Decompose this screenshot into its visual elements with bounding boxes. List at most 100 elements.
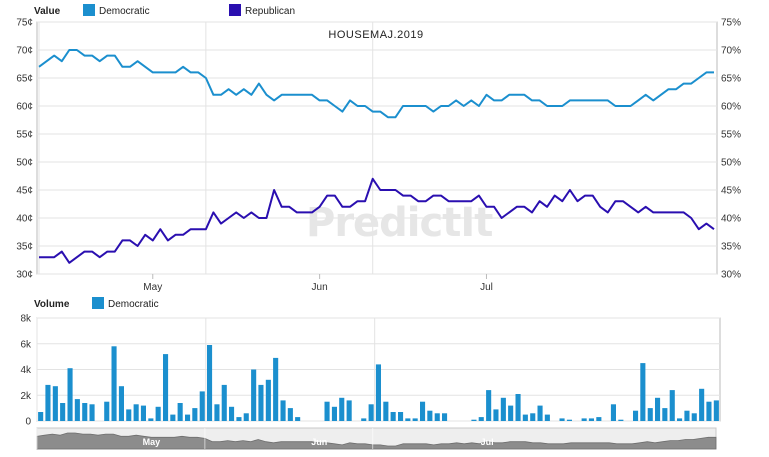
volume-chart-axes: 0 2k 4k 6k 8k	[20, 314, 32, 428]
volume-bar[interactable]	[655, 397, 661, 421]
volume-bar[interactable]	[346, 400, 352, 421]
volume-bar[interactable]	[442, 413, 448, 421]
volume-bar[interactable]	[588, 418, 594, 421]
volume-bar[interactable]	[170, 414, 176, 421]
volume-bar[interactable]	[229, 406, 235, 421]
volume-bar[interactable]	[596, 417, 602, 421]
volume-bar[interactable]	[427, 410, 433, 421]
volume-bar[interactable]	[691, 413, 697, 421]
volume-bar[interactable]	[199, 391, 205, 421]
volume-bar[interactable]	[287, 408, 293, 421]
legend-democratic-label[interactable]: Democratic	[99, 6, 150, 17]
volume-bar[interactable]	[633, 410, 639, 421]
volume-bar[interactable]	[163, 354, 169, 421]
volume-bar[interactable]	[295, 417, 301, 421]
legend-volume-democratic-label[interactable]: Democratic	[108, 299, 159, 310]
legend-republican-label[interactable]: Republican	[245, 6, 295, 17]
volume-bar[interactable]	[544, 414, 550, 421]
volume-bar[interactable]	[500, 397, 506, 421]
volume-bar[interactable]	[89, 404, 95, 421]
value-chart-header: Value Democratic Republican	[34, 4, 295, 17]
volume-bar[interactable]	[677, 418, 683, 421]
volume-bar[interactable]	[420, 401, 426, 421]
volume-bar[interactable]	[74, 399, 80, 421]
volume-bar[interactable]	[52, 386, 58, 421]
volume-bar[interactable]	[118, 386, 124, 421]
volume-bar[interactable]	[258, 384, 264, 421]
volume-bar[interactable]	[236, 417, 242, 421]
volume-bar[interactable]	[684, 410, 690, 421]
volume-bar[interactable]	[478, 417, 484, 421]
volume-bar[interactable]	[273, 357, 279, 421]
y-tick-label-left: 60¢	[16, 102, 33, 113]
legend-democratic-swatch[interactable]	[83, 4, 95, 16]
volume-bar[interactable]	[45, 384, 51, 421]
chart-title: HOUSEMAJ.2019	[328, 29, 423, 41]
volume-bar[interactable]	[405, 418, 411, 421]
volume-bar[interactable]	[192, 408, 198, 421]
y-tick-label-right: 55%	[721, 130, 741, 141]
volume-bar[interactable]	[522, 414, 528, 421]
volume-bar[interactable]	[38, 412, 44, 421]
volume-bar[interactable]	[515, 394, 521, 421]
volume-bar[interactable]	[398, 412, 404, 421]
volume-bar[interactable]	[412, 418, 418, 421]
value-chart-grid	[36, 21, 718, 275]
volume-bar[interactable]	[669, 390, 675, 421]
volume-bar[interactable]	[140, 405, 146, 421]
volume-bar[interactable]	[383, 401, 389, 421]
volume-bar[interactable]	[566, 419, 572, 421]
volume-bar[interactable]	[699, 388, 705, 421]
volume-bar[interactable]	[221, 384, 227, 421]
volume-bar[interactable]	[339, 397, 345, 421]
volume-bar[interactable]	[361, 418, 367, 421]
volume-bar[interactable]	[662, 408, 668, 421]
volume-bar[interactable]	[493, 409, 499, 421]
y-tick-label-right: 65%	[721, 74, 741, 85]
volume-bar[interactable]	[486, 390, 492, 421]
volume-bar[interactable]	[265, 379, 271, 421]
y-tick-label-right: 60%	[721, 102, 741, 113]
volume-bar[interactable]	[324, 401, 330, 421]
range-navigator[interactable]: May Jun Jul	[36, 427, 717, 450]
volume-bar[interactable]	[133, 404, 139, 421]
legend-republican-swatch[interactable]	[229, 4, 241, 16]
volume-chart-bars	[38, 345, 719, 421]
y-tick-label-left: 65¢	[16, 74, 33, 85]
navigator-series-area	[36, 432, 717, 450]
volume-bar[interactable]	[251, 369, 257, 422]
volume-bar[interactable]	[331, 406, 337, 421]
volume-bar[interactable]	[368, 404, 374, 421]
volume-bar[interactable]	[177, 403, 183, 421]
volume-bar[interactable]	[126, 409, 132, 421]
volume-bar[interactable]	[207, 345, 213, 421]
volume-bar[interactable]	[155, 406, 161, 421]
volume-bar[interactable]	[243, 413, 249, 421]
volume-bar[interactable]	[214, 404, 220, 421]
volume-header-label: Volume	[34, 299, 70, 310]
volume-bar[interactable]	[60, 403, 66, 421]
volume-bar[interactable]	[111, 346, 117, 421]
volume-bar[interactable]	[581, 418, 587, 421]
legend-volume-democratic-swatch[interactable]	[92, 297, 104, 309]
volume-bar[interactable]	[706, 401, 712, 421]
volume-bar[interactable]	[82, 403, 88, 421]
volume-bar[interactable]	[647, 408, 653, 421]
volume-bar[interactable]	[148, 418, 154, 421]
volume-bar[interactable]	[559, 418, 565, 421]
volume-bar[interactable]	[185, 414, 191, 421]
volume-bar[interactable]	[104, 401, 110, 421]
volume-bar[interactable]	[640, 363, 646, 421]
volume-bar[interactable]	[471, 419, 477, 421]
volume-bar[interactable]	[610, 404, 616, 421]
volume-bar[interactable]	[713, 400, 719, 421]
volume-bar[interactable]	[390, 412, 396, 421]
volume-bar[interactable]	[537, 405, 543, 421]
volume-bar[interactable]	[375, 364, 381, 421]
volume-bar[interactable]	[530, 413, 536, 421]
volume-bar[interactable]	[67, 368, 73, 421]
volume-bar[interactable]	[280, 400, 286, 421]
volume-bar[interactable]	[508, 405, 514, 421]
volume-bar[interactable]	[434, 413, 440, 421]
volume-bar[interactable]	[618, 419, 624, 421]
